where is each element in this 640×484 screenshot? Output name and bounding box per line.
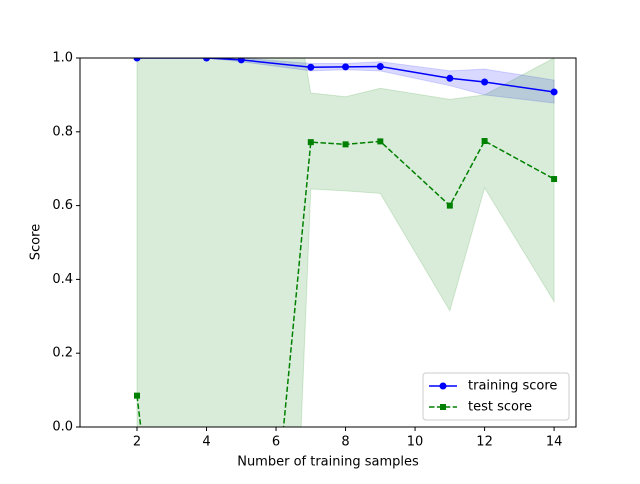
x-tick-label: 10 [407, 435, 424, 450]
legend-frame [422, 372, 570, 421]
point [342, 63, 350, 71]
y-tick-label: 0.4 [52, 272, 73, 287]
point [446, 202, 453, 209]
y-tick-label: 1.0 [52, 51, 73, 66]
point [376, 62, 384, 70]
x-tick-label: 14 [546, 435, 563, 450]
legend-label: test score [468, 400, 532, 415]
confidence-band [136, 58, 555, 427]
x-axis-label: Number of training samples [237, 455, 419, 470]
point [550, 88, 558, 96]
point [377, 138, 384, 145]
x-tick-label: 4 [202, 435, 210, 450]
x-tick-label: 6 [272, 435, 280, 450]
point [133, 58, 141, 62]
legend: training score test score [422, 372, 570, 421]
y-tick-label: 0.6 [52, 198, 73, 213]
x-tick-label: 2 [133, 435, 141, 450]
y-axis-label: Score [29, 224, 44, 260]
point [551, 176, 558, 183]
point [307, 63, 315, 71]
x-tick-label: 8 [341, 435, 349, 450]
point [307, 139, 314, 146]
y-tick-label: 0.2 [52, 346, 73, 361]
point [203, 58, 211, 62]
point [446, 74, 454, 82]
point [481, 78, 489, 86]
axes: 2 4 6 8 10 12 14 0.0 0.2 0.4 0.6 0.8 1.0 [52, 51, 562, 450]
point [134, 392, 141, 399]
point [481, 138, 488, 145]
point [237, 58, 245, 64]
plot-area [133, 58, 558, 427]
legend-label: training score [468, 379, 557, 394]
point [342, 141, 349, 148]
x-tick-label: 12 [476, 435, 493, 450]
legend-marker [440, 404, 446, 410]
y-tick-label: 0.0 [52, 420, 73, 435]
y-tick-label: 0.8 [52, 124, 73, 139]
axes-frame [79, 57, 577, 428]
legend-marker [439, 382, 447, 390]
